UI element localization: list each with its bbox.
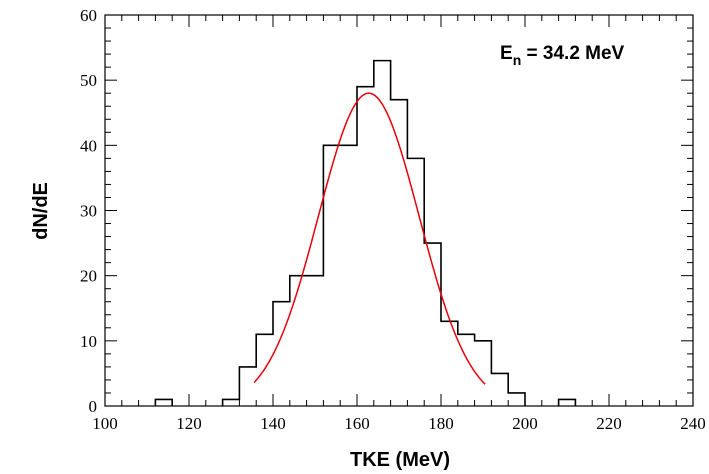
x-tick-label: 240 — [680, 414, 706, 433]
x-tick-label: 200 — [512, 414, 538, 433]
histogram-series — [154, 59, 577, 406]
y-tick-label: 50 — [80, 71, 97, 90]
y-axis-title: dN/dE — [30, 182, 52, 240]
tick-labels: 100 120 140 160 180 200 220 240 0 10 20 30 40 50 60 — [80, 6, 706, 433]
axis-ticks — [104, 14, 694, 407]
x-axis-title: TKE (MeV) — [350, 449, 450, 471]
energy-annotation: En = 34.2 MeV — [500, 43, 625, 68]
y-tick-label: 10 — [80, 332, 97, 351]
x-tick-label: 160 — [344, 414, 370, 433]
y-tick-label: 30 — [80, 202, 97, 221]
energy-annotation-subscript: n — [513, 52, 522, 68]
y-tick-label: 40 — [80, 136, 97, 155]
y-tick-label: 0 — [89, 397, 98, 416]
x-tick-label: 120 — [176, 414, 202, 433]
plot-frame — [104, 14, 694, 407]
x-tick-label: 220 — [596, 414, 622, 433]
x-tick-label: 100 — [92, 414, 118, 433]
x-tick-label: 180 — [428, 414, 454, 433]
x-tick-label: 140 — [260, 414, 286, 433]
y-tick-label: 20 — [80, 267, 97, 286]
gaussian-fit-curve — [253, 92, 486, 385]
plot-border — [104, 14, 694, 407]
y-tick-label: 60 — [80, 6, 97, 25]
